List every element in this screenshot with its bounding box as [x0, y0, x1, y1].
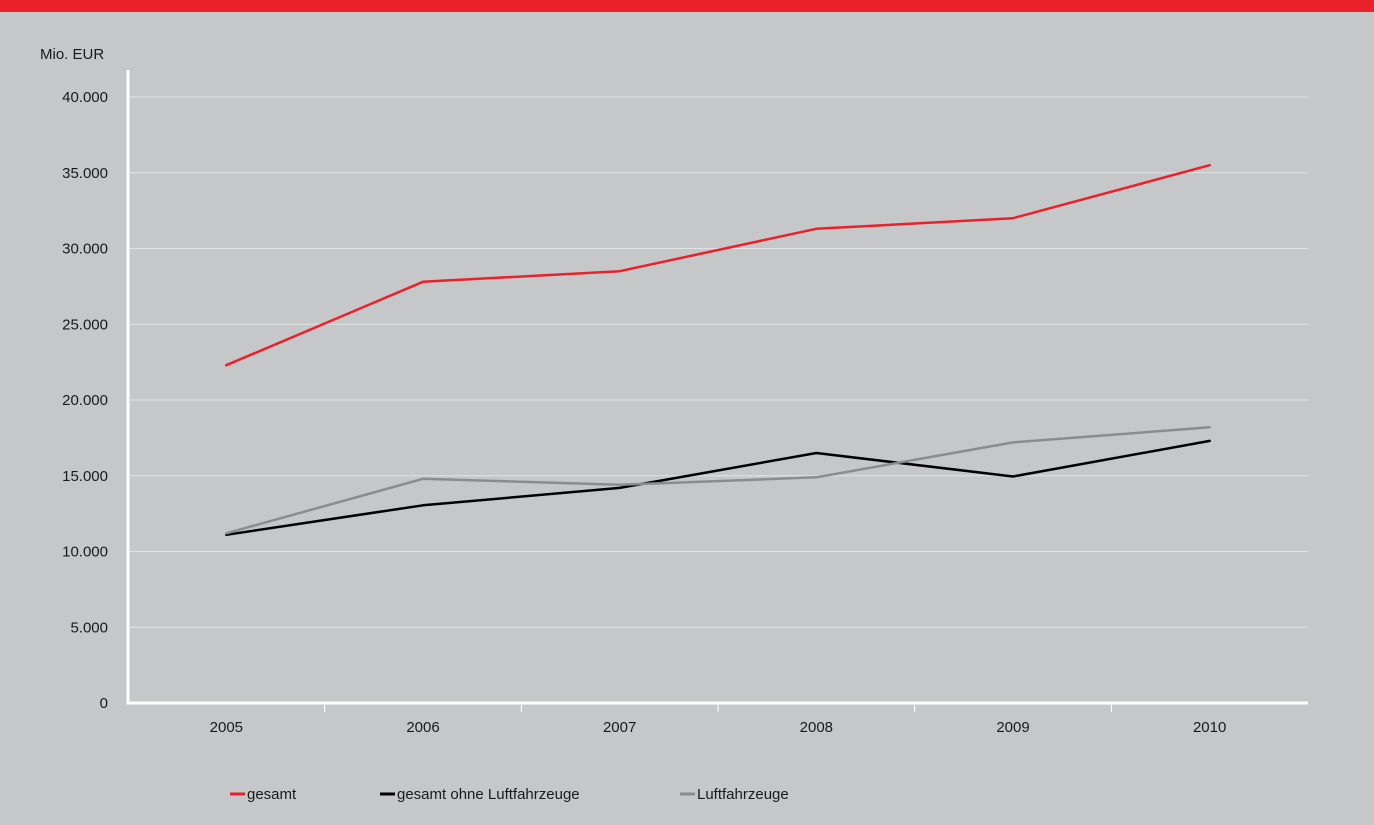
legend-label: Luftfahrzeuge — [697, 786, 789, 803]
y-tick-label: 35.000 — [62, 165, 108, 182]
x-tick-label: 2008 — [800, 719, 833, 736]
x-tick-label: 2007 — [603, 719, 636, 736]
y-tick-label: 40.000 — [62, 89, 108, 106]
legend-label: gesamt — [247, 786, 297, 803]
legend-label: gesamt ohne Luftfahrzeuge — [397, 786, 580, 803]
x-tick-labels: 2005 2006 2007 2008 2009 2010 — [210, 719, 1227, 736]
series-line-2 — [225, 426, 1211, 535]
gridlines — [128, 96, 1308, 628]
y-tick-label: 5.000 — [70, 619, 108, 636]
y-axis-unit-label: Mio. EUR — [40, 46, 104, 63]
series-line-1 — [225, 439, 1211, 537]
y-tick-label: 30.000 — [62, 241, 108, 258]
x-tick-label: 2009 — [996, 719, 1029, 736]
series-lines — [225, 163, 1211, 537]
y-tick-label: 10.000 — [62, 544, 108, 561]
y-tick-label: 25.000 — [62, 316, 108, 333]
y-tick-label: 0 — [100, 695, 108, 712]
x-tick-label: 2010 — [1193, 719, 1226, 736]
series-line-0 — [225, 163, 1211, 367]
x-tick-label: 2006 — [406, 719, 439, 736]
top-accent-bar — [0, 0, 1374, 12]
axes — [126, 70, 1308, 712]
legend: gesamt gesamt ohne Luftfahrzeuge Luftfahrz… — [230, 786, 789, 803]
y-tick-label: 20.000 — [62, 392, 108, 409]
y-tick-label: 15.000 — [62, 468, 108, 485]
y-tick-labels: 0 5.000 10.000 15.000 20.000 25.000 30.000 35.0… — [62, 89, 108, 712]
x-tick-label: 2005 — [210, 719, 243, 736]
